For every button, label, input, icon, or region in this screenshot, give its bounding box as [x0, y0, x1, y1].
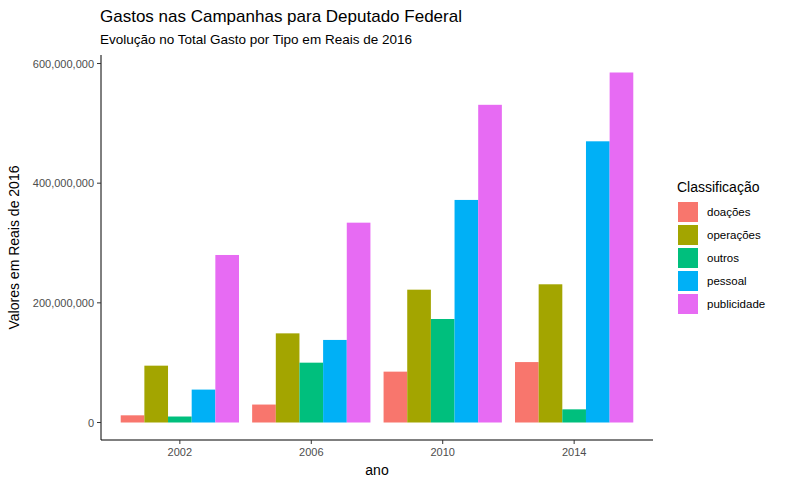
bars [121, 73, 634, 423]
subtitle: Evolução no Total Gasto por Tipo em Reai… [100, 32, 412, 47]
bar [407, 290, 431, 423]
y-tick [97, 422, 101, 423]
x-axis-line [101, 440, 653, 441]
bar [610, 73, 634, 423]
legend-key [678, 202, 698, 222]
legend-label: doações [707, 206, 751, 218]
x-axis-label: ano [365, 462, 389, 478]
x-tick-label: 2014 [562, 446, 586, 458]
bar [562, 409, 586, 422]
legend-label: operações [707, 229, 761, 241]
x-tick [179, 440, 180, 444]
bar [144, 366, 168, 423]
y-tick [97, 302, 101, 303]
x-tick-label: 2006 [299, 446, 323, 458]
title: Gastos nas Campanhas para Deputado Feder… [100, 7, 462, 26]
legend-key [678, 271, 698, 291]
bar [478, 105, 502, 423]
bar [192, 390, 216, 423]
legend-key [678, 294, 698, 314]
bar [276, 333, 300, 422]
bar [121, 415, 145, 422]
x-tick [311, 440, 312, 444]
y-axis-line [101, 55, 102, 440]
bar [586, 141, 610, 422]
bar [252, 405, 276, 423]
bar [515, 362, 539, 422]
y-tick [97, 63, 101, 64]
bar [299, 363, 323, 423]
bar [384, 372, 408, 423]
y-tick-label: 400,000,000 [33, 177, 94, 189]
x-tick-label: 2010 [430, 446, 454, 458]
y-tick-label: 0 [88, 417, 94, 429]
legend-key [678, 225, 698, 245]
y-tick-label: 600,000,000 [33, 58, 94, 70]
legend-title: Classificação [677, 179, 760, 195]
legend: Classificação doações operações outros pesso… [677, 179, 765, 314]
bar [539, 284, 563, 422]
bar [168, 417, 192, 423]
y-axis-label: Valores em Reais de 2016 [6, 165, 22, 329]
legend-label: pessoal [707, 275, 747, 287]
x-tick [442, 440, 443, 444]
y-tick [97, 183, 101, 184]
x-tick-label: 2002 [168, 446, 192, 458]
legend-label: publicidade [707, 298, 765, 310]
legend-key [678, 248, 698, 268]
bar [347, 223, 371, 423]
bar [323, 340, 347, 423]
chart: Gastos nas Campanhas para Deputado Feder… [0, 0, 798, 486]
bar [431, 319, 455, 423]
bar [455, 200, 479, 423]
bar [215, 255, 239, 423]
y-tick-label: 200,000,000 [33, 297, 94, 309]
x-tick [574, 440, 575, 444]
legend-label: outros [707, 252, 739, 264]
